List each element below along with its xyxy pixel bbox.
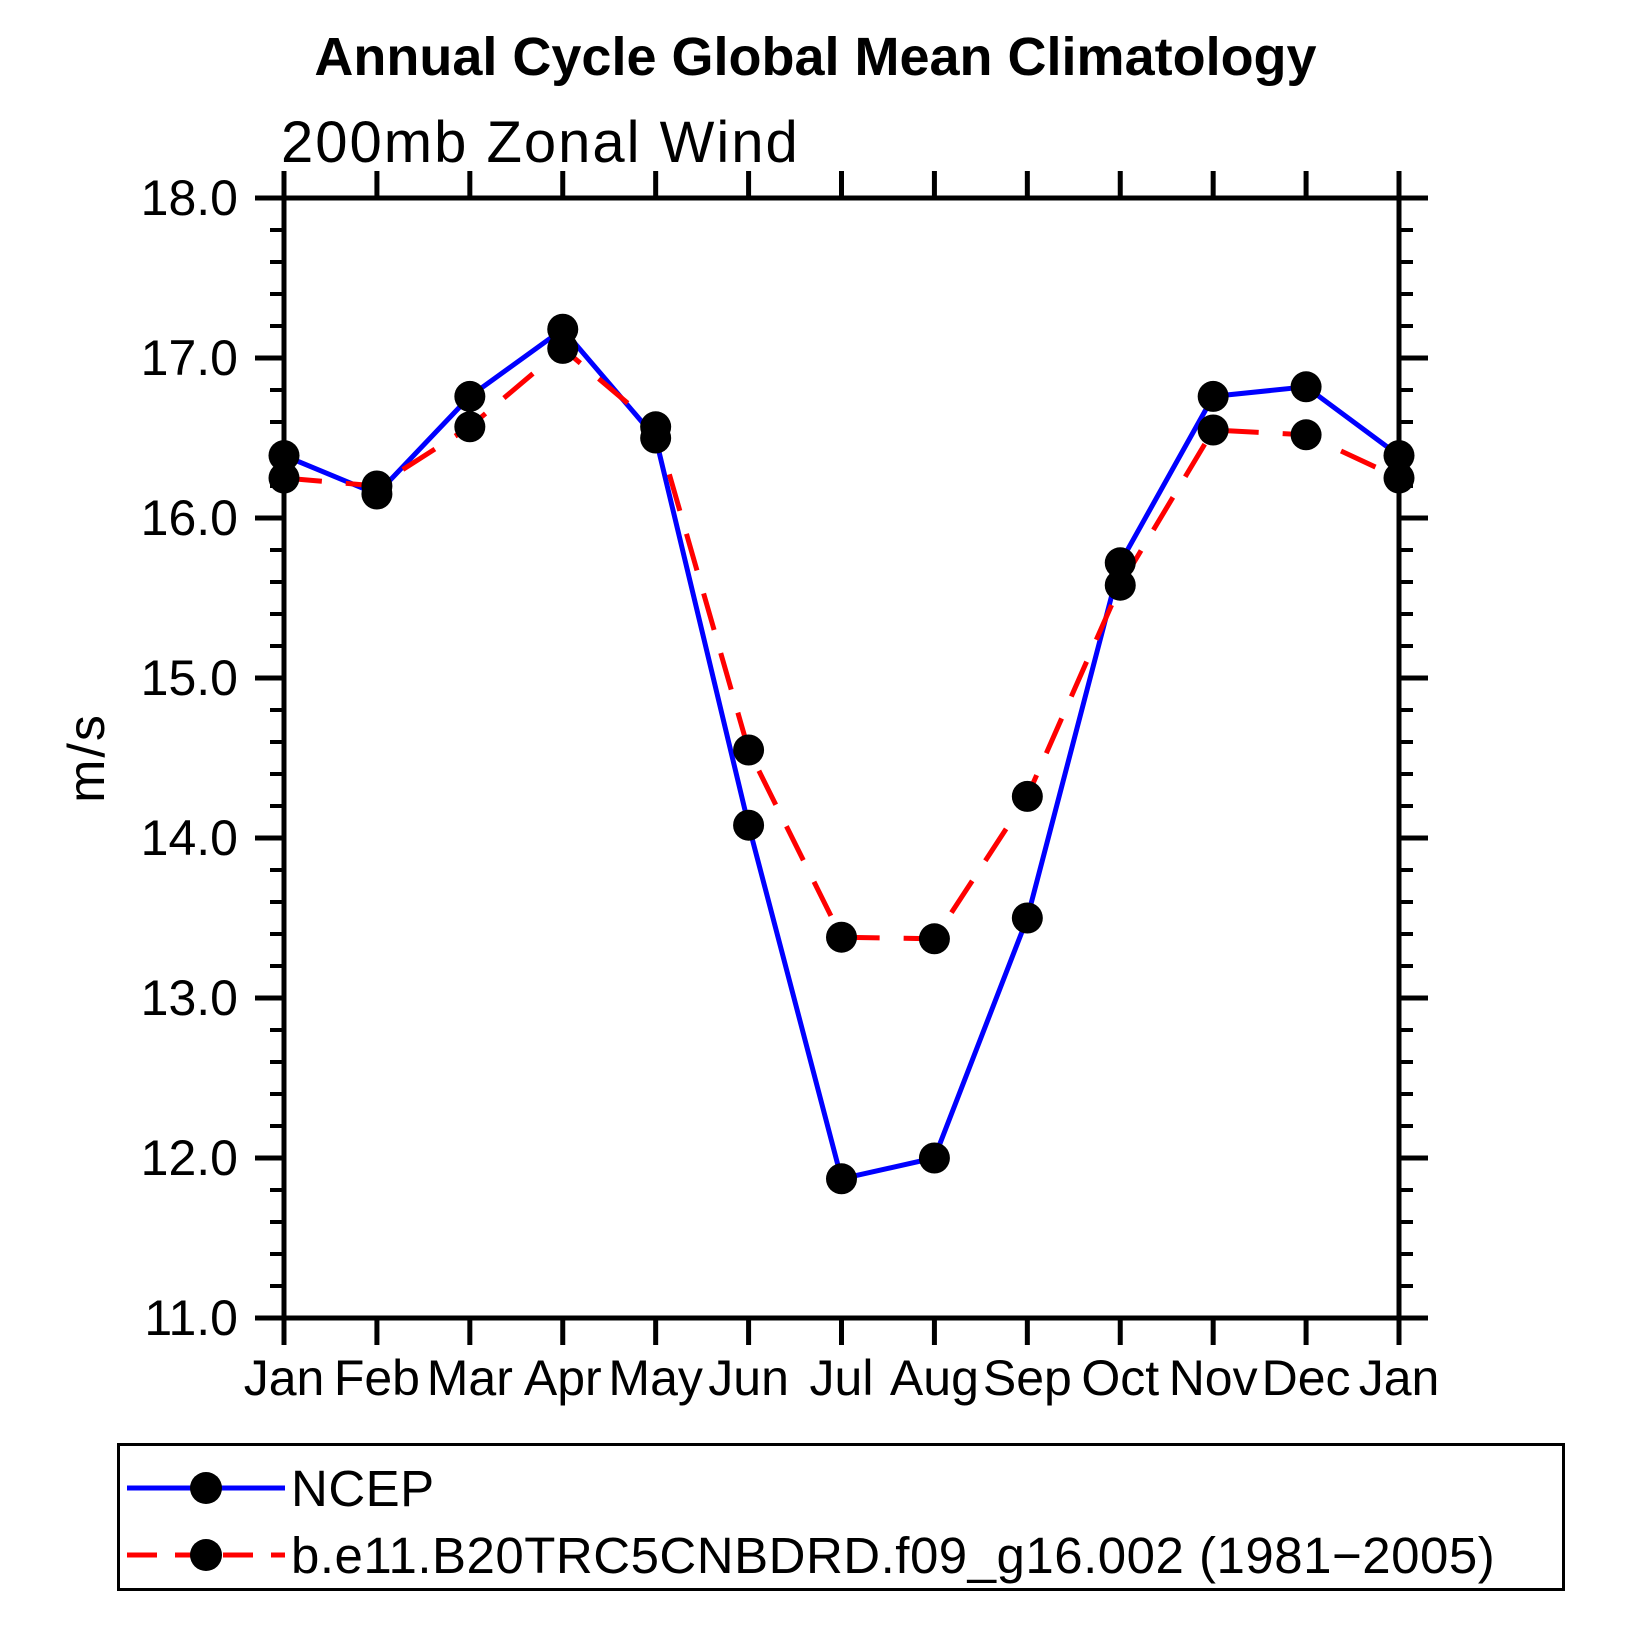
legend-ncep-label: NCEP [291,1459,435,1517]
model-data-point [826,921,857,953]
legend-ncep-sample [127,1472,285,1504]
ncep-data-point [733,809,765,841]
model-data-point [733,734,765,766]
x-axis-tick-label: May [608,1350,702,1406]
ncep-data-point [1011,902,1043,934]
x-axis-tick-label: Apr [524,1350,602,1406]
ncep-data-point [1104,547,1136,579]
ncep-data-point [268,440,300,472]
y-axis-tick-label: 17.0 [141,330,238,386]
x-axis-tick-label: Oct [1081,1350,1159,1406]
ncep-data-point [454,380,486,412]
ncep-series-line [283,325,1401,1182]
legend-model-label: b.e11.B20TRC5CNBDRD.f09_g16.002 (1981−20… [291,1526,1496,1584]
ncep-data-point [826,1163,857,1195]
model-data-point [1290,419,1322,451]
model-data-point [918,923,950,955]
x-axis-tick-label: Feb [334,1350,420,1406]
model-data-point [1383,462,1415,494]
legend-item-model: b.e11.B20TRC5CNBDRD.f09_g16.002 (1981−20… [123,1527,1495,1584]
legend-model-marker-icon [190,1539,222,1571]
y-axis-tick-label: 11.0 [144,1290,238,1346]
x-axis-tick-label: Sep [983,1350,1072,1406]
model-data-point [547,332,579,364]
plot-border [281,195,1402,1321]
x-axis-tick-label: Jul [810,1350,874,1406]
x-axis-tick-label: Dec [1262,1350,1351,1406]
model-data-point [454,411,486,443]
chart-subtitle: 200mb Zonal Wind [281,110,800,175]
y-axis-tick-label: 15.0 [141,650,238,706]
ncep-data-point [1197,380,1229,412]
model-data-point [361,470,393,502]
x-axis-tick-label: Nov [1169,1350,1258,1406]
y-axis-tick-label: 12.0 [141,1130,238,1186]
ncep-data-point [918,1142,950,1174]
x-axis-tick-label: Mar [427,1350,513,1406]
y-axis-tick-label: 14.0 [141,810,238,866]
legend-ncep-marker-icon [190,1472,222,1504]
ncep-data-point [1383,440,1415,472]
model-data-point [1011,780,1043,812]
model-series-line [283,345,1401,942]
model-data-point [1104,569,1136,601]
ncep-data-point [1290,371,1322,403]
x-axis-tick-label: Jan [1359,1350,1440,1406]
model-data-point [1197,414,1229,446]
model-data-point [640,411,672,443]
x-axis-tick-label: Aug [890,1350,979,1406]
y-axis-tick-label: 16.0 [141,490,238,546]
y-axis-label: m/s [58,713,116,803]
chart-title: Annual Cycle Global Mean Climatology [314,27,1317,87]
legend-item-ncep: NCEP [123,1460,435,1517]
legend-model-sample [127,1539,285,1571]
x-axis-tick-label: Jan [244,1350,325,1406]
model-data-point [268,462,300,494]
y-axis-tick-label: 13.0 [141,970,238,1026]
legend: NCEP b.e11.B20TRC5CNBDRD.f09_g16.002 (19… [117,1443,1565,1591]
x-axis-tick-label: Jun [708,1350,789,1406]
y-axis-tick-label: 18.0 [141,170,238,226]
